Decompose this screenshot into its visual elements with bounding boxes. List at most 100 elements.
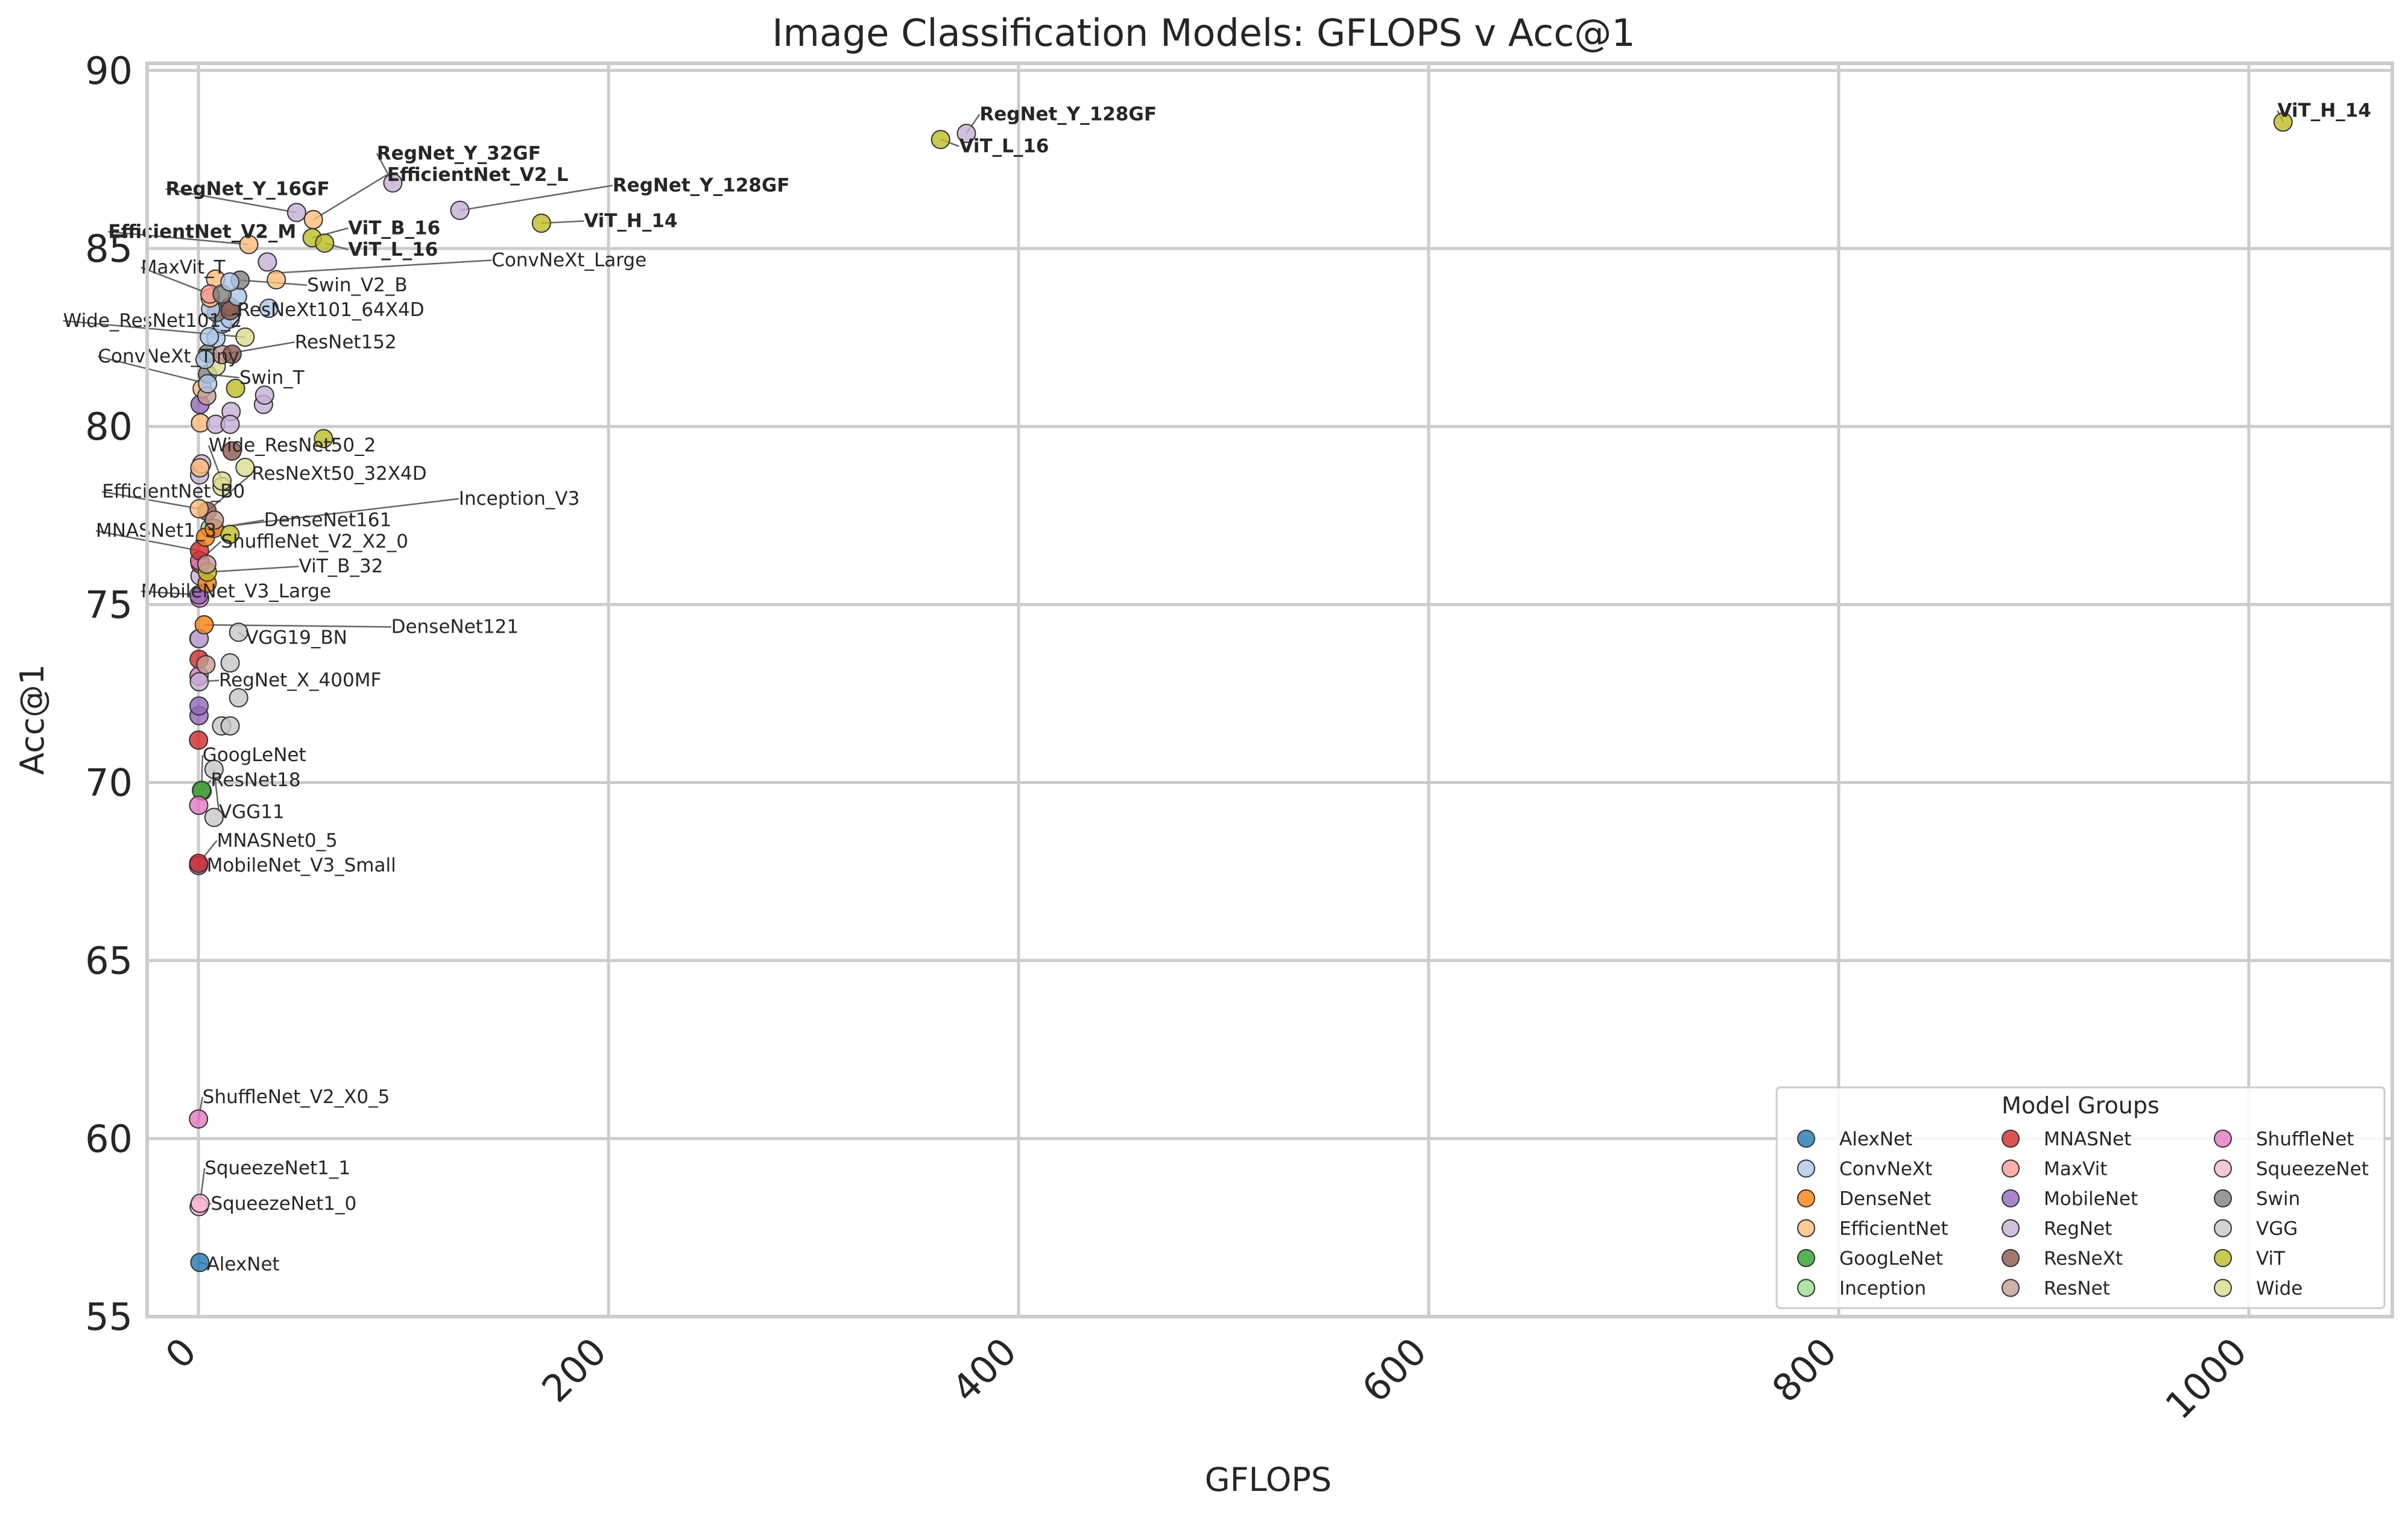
annotation-label: ResNeXt101_64X4D [238, 299, 425, 321]
annotation-label: MNASNet1_3 [96, 520, 216, 542]
point-vit [226, 378, 245, 398]
annotation-leader [165, 188, 297, 213]
point-vit [220, 525, 240, 545]
y-tick-label: 85 [85, 227, 133, 271]
point-vit [315, 233, 335, 253]
point-mnasnet [189, 853, 209, 873]
point-squeezenet [190, 1194, 210, 1213]
data-points [189, 112, 2293, 1273]
annotation-leader [141, 267, 210, 295]
point-vgg [220, 653, 240, 673]
point-convnext [200, 327, 220, 347]
annotation-label: GoogLeNet [203, 744, 306, 766]
annotation-label: RegNet_Y_128GF [613, 175, 790, 197]
point-shufflenet [189, 795, 209, 815]
point-wide [212, 471, 232, 491]
point-regnet [220, 414, 240, 434]
y-tick-label: 60 [85, 1117, 133, 1161]
legend-label-efficientnet: EfficientNet [1839, 1218, 1948, 1240]
annotation-label: DenseNet161 [264, 509, 391, 531]
point-efficientnet [189, 499, 209, 519]
point-efficientnet [267, 270, 286, 289]
annotation-label: ConvNeXt_Tiny [98, 346, 239, 367]
point-efficientnet [303, 210, 323, 230]
annotation-label: RegNet_Y_32GF [377, 142, 541, 164]
annotation-label: EfficientNet_V2_L [387, 164, 569, 186]
legend-marker-inception [1797, 1279, 1815, 1297]
annotation-label: Wide_ResNet50_2 [209, 434, 376, 456]
annotation-leader [210, 498, 459, 530]
annotation-label: ResNet152 [295, 331, 397, 353]
annotation-label: DenseNet121 [391, 616, 519, 638]
point-vit [2273, 112, 2293, 132]
y-axis-label: Acc@1 [13, 664, 51, 775]
legend-label-maxvit: MaxVit [2044, 1159, 2107, 1180]
annotation-leader [460, 185, 613, 212]
point-regnet [286, 203, 306, 223]
annotation-label: ViT_L_16 [959, 136, 1049, 157]
legend-label-convnext: ConvNeXt [1839, 1159, 1932, 1180]
point-efficientnet [190, 458, 210, 478]
legend-marker-densenet [1797, 1189, 1815, 1207]
y-tick-label: 80 [85, 405, 133, 449]
point-regnet [258, 252, 277, 272]
annotation-leader [141, 590, 199, 596]
point-resnet [197, 554, 216, 574]
point-vit [531, 213, 551, 233]
annotation-label: SqueezeNet1_0 [210, 1193, 356, 1215]
legend-marker-googlenet [1797, 1249, 1815, 1267]
point-convnext [198, 374, 218, 394]
annotation-label: RegNet_Y_16GF [166, 178, 330, 200]
annotation-leader [207, 565, 299, 573]
annotation-label: ViT_L_16 [348, 239, 438, 261]
annotation-label: SqueezeNet1_1 [204, 1157, 350, 1179]
annotation-label: MobileNet_V3_Large [141, 581, 331, 603]
annotation-labels: ViT_H_14 RegNet_Y_128GF ViT_L_16 RegNet_Y_3… [63, 100, 2371, 1276]
point-wide [235, 458, 255, 478]
annotation-label: ViT_B_32 [299, 555, 384, 577]
annotation-label: Inception_V3 [459, 488, 580, 510]
y-tick-label: 55 [85, 1295, 133, 1339]
legend-label-mnasnet: MNASNet [2044, 1128, 2131, 1150]
legend-label-inception: Inception [1839, 1278, 1926, 1300]
point-efficientnet [239, 235, 259, 255]
point-alexnet [190, 1253, 210, 1273]
point-vgg [204, 808, 224, 827]
annotation-label: ResNeXt50_32X4D [251, 463, 426, 485]
legend-marker-mnasnet [2002, 1130, 2020, 1148]
legend-marker-alexnet [1797, 1130, 1815, 1148]
y-tick-label: 90 [85, 49, 133, 93]
legend-label-densenet: DenseNet [1839, 1188, 1931, 1210]
annotation-label: VGG19_BN [245, 627, 347, 648]
annotation-label: ViT_H_14 [2278, 100, 2371, 122]
legend-label-resnext: ResNeXt [2044, 1248, 2123, 1270]
annotation-label: RegNet_X_400MF [219, 669, 381, 691]
point-resnext [222, 441, 242, 461]
point-regnet [450, 200, 470, 220]
legend-marker-efficientnet [1797, 1219, 1815, 1238]
point-convnext [220, 272, 240, 292]
annotation-label: MobileNet_V3_Small [207, 855, 396, 876]
annotation-label: Swin_V2_B [307, 274, 408, 296]
point-resnet [196, 655, 216, 675]
point-vgg [229, 688, 248, 707]
legend-marker-vit [2214, 1249, 2232, 1267]
legend-marker-mobilenet [2002, 1189, 2020, 1207]
legend-title: Model Groups [2002, 1092, 2160, 1119]
point-convnext [259, 299, 279, 318]
annotation-leader [108, 231, 249, 245]
legend-label-swin: Swin [2256, 1188, 2300, 1210]
annotation-label: AlexNet [207, 1253, 280, 1275]
legend-marker-regnet [2002, 1219, 2020, 1238]
legend-label-resnet: ResNet [2044, 1278, 2110, 1300]
point-vgg [220, 716, 240, 736]
legend-label-squeezenet: SqueezeNet [2256, 1159, 2369, 1180]
point-regnet [189, 672, 209, 692]
legend-marker-resnet [2002, 1279, 2020, 1297]
annotation-leader [268, 259, 492, 274]
annotation-label: Wide_ResNet101_2 [63, 310, 242, 332]
annotation-label: ViT_H_14 [584, 210, 677, 232]
legend-marker-squeezenet [2214, 1159, 2232, 1178]
grid-lines [147, 63, 2392, 1318]
